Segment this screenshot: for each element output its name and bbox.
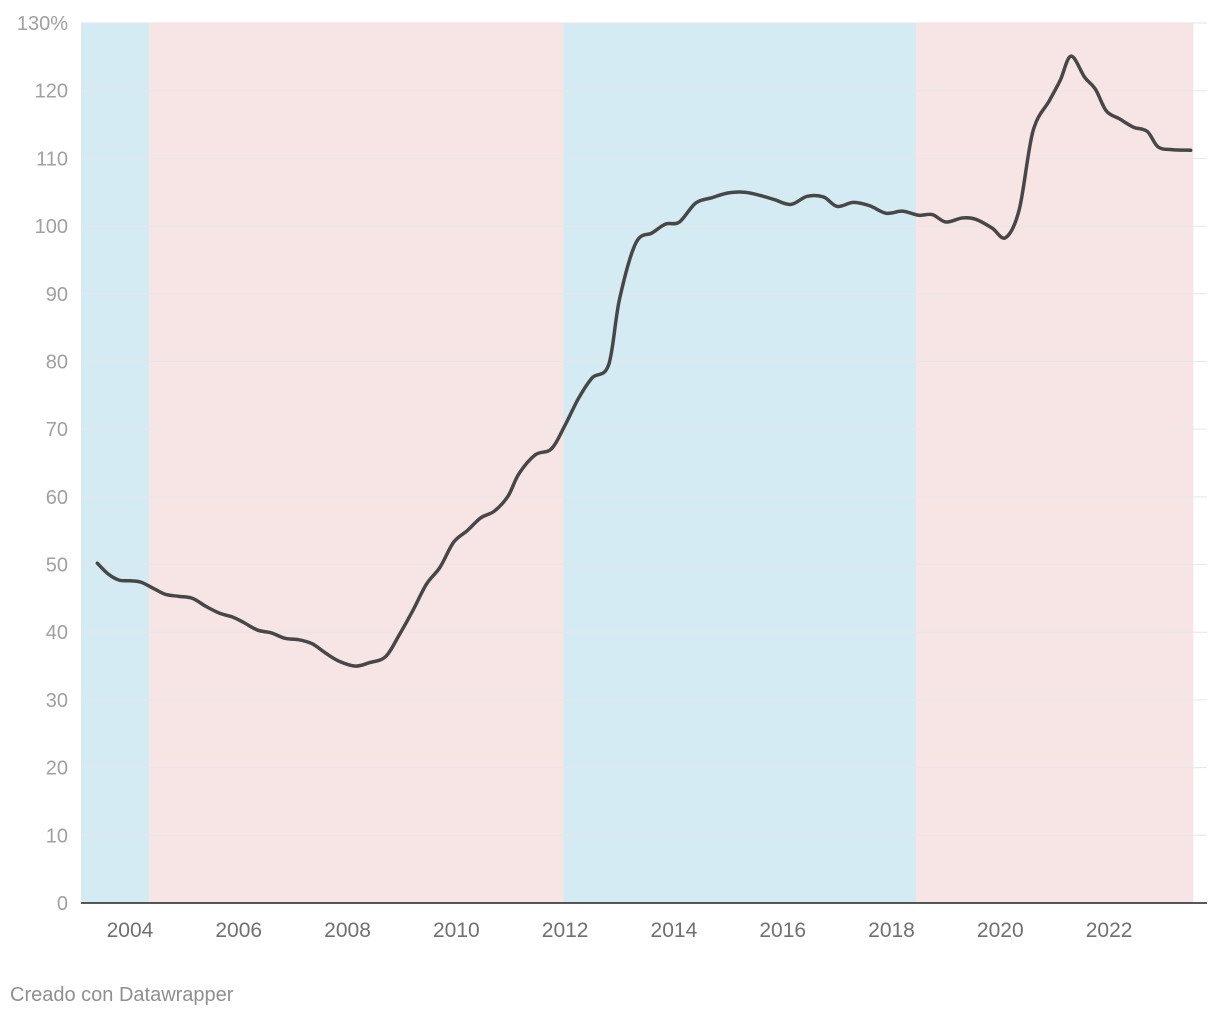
background-band-2 [563,23,916,903]
x-tick-label: 2018 [868,919,915,942]
x-tick-label: 2020 [977,919,1024,942]
x-tick-label: 2008 [324,919,371,942]
y-tick-label: 20 [46,758,68,780]
datawrapper-credit: Creado con Datawrapper [10,984,234,1006]
x-tick-label: 2010 [433,919,480,942]
background-band-1 [148,23,564,903]
background-bands [81,23,1194,903]
y-tick-label: 80 [46,351,68,373]
y-tick-label: 10 [46,825,68,847]
y-tick-label: 30 [46,690,68,712]
x-tick-label: 2022 [1086,919,1133,942]
y-tick-label: 0 [57,893,68,915]
y-tick-label: 100 [35,216,68,238]
y-tick-label: 90 [46,284,68,306]
y-tick-label: 50 [46,555,68,577]
x-axis-labels: 2004 2006 2008 2010 2012 2014 2016 2018 2020 2022 [107,919,1133,942]
x-tick-label: 2006 [215,919,262,942]
background-band-3 [915,23,1194,903]
x-tick-label: 2014 [651,919,698,942]
x-tick-label: 2016 [759,919,806,942]
y-tick-label: 130% [17,13,68,35]
y-tick-label: 120 [35,81,68,103]
y-tick-label: 40 [46,622,68,644]
y-tick-label: 70 [46,419,68,441]
background-band-0 [81,23,149,903]
y-tick-label: 110 [36,148,68,170]
y-axis-labels: 0 10 20 30 40 50 60 70 80 90 100 110 120 130% [17,13,68,915]
gridlines [81,22,1207,836]
x-tick-label: 2012 [542,919,589,942]
x-tick-label: 2004 [107,919,154,942]
series-line-0 [95,54,1193,668]
y-tick-label: 60 [46,487,68,509]
series-lines [95,54,1193,668]
